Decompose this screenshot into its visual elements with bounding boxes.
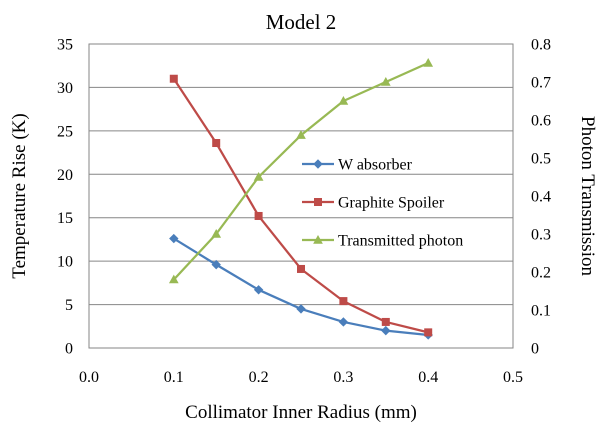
- data-point: [212, 139, 221, 148]
- data-point: [211, 228, 222, 238]
- data-point: [168, 274, 179, 284]
- data-point: [339, 297, 348, 306]
- data-point: [296, 130, 306, 139]
- data-point: [254, 211, 263, 220]
- data-point: [338, 317, 349, 327]
- series-graphite-spoiler: [169, 74, 433, 337]
- data-point: [381, 325, 391, 336]
- legend-item: W absorber: [302, 157, 413, 174]
- legend-label: W absorber: [338, 157, 413, 174]
- y2-tick-label: 0.5: [531, 151, 551, 168]
- y2-tick-label: 0.7: [531, 75, 551, 92]
- y-tick-label: 20: [57, 167, 73, 184]
- data-point: [380, 76, 391, 86]
- legend-label: Graphite Spoiler: [338, 195, 445, 212]
- data-point: [211, 259, 221, 270]
- legend-swatch-marker: [313, 159, 323, 169]
- y-tick-label: 5: [65, 297, 73, 314]
- legend-item: Graphite Spoiler: [302, 195, 445, 212]
- y-tick-label: 35: [57, 37, 73, 54]
- data-point: [381, 317, 390, 326]
- data-point: [338, 95, 349, 105]
- y-tick-label: 25: [57, 123, 73, 140]
- data-point: [424, 328, 433, 337]
- x-tick-label: 0.5: [503, 369, 523, 386]
- x-axis-title: Collimator Inner Radius (mm): [185, 402, 417, 423]
- y2-tick-label: 0.2: [531, 265, 551, 282]
- data-point: [169, 233, 179, 244]
- y-tick-label: 30: [57, 80, 73, 97]
- x-tick-label: 0.1: [164, 369, 184, 386]
- data-point: [423, 57, 434, 67]
- data-point: [169, 74, 178, 83]
- x-tick-label: 0.3: [333, 369, 353, 386]
- data-point: [253, 285, 264, 295]
- data-point: [297, 264, 305, 273]
- y-tick-label: 0: [65, 341, 73, 358]
- tick-labels: 0 5 10 15 20 25 30 35 0 0.1 0.2 0.3 0.4 0.5 0.6 0.7 0.8 0…: [57, 37, 551, 387]
- legend-item: Transmitted photon: [302, 233, 463, 250]
- x-tick-label: 0.0: [79, 369, 99, 386]
- series-transmitted-photon: [168, 57, 434, 284]
- plot-area-border: [88, 43, 514, 349]
- series-layer: [168, 57, 434, 340]
- data-point: [296, 304, 306, 314]
- series-line: [173, 237, 429, 337]
- legend-swatch-marker: [313, 234, 323, 244]
- y2-tick-label: 0.1: [531, 303, 551, 320]
- x-tick-label: 0.4: [418, 369, 438, 386]
- y-tick-label: 10: [57, 254, 73, 271]
- y2-tick-label: 0.8: [531, 37, 551, 54]
- data-point: [253, 171, 264, 181]
- y2-tick-label: 0.6: [531, 113, 551, 130]
- legend: W absorber Graphite Spoiler Transmitted ph…: [302, 157, 463, 250]
- x-tick-label: 0.2: [249, 369, 269, 386]
- y2-axis-title: Photon Transmission: [577, 116, 598, 276]
- legend-swatch-marker: [314, 198, 322, 206]
- y2-tick-label: 0.3: [531, 227, 551, 244]
- y-tick-label: 15: [57, 210, 73, 227]
- chart-title: Model 2: [266, 10, 337, 34]
- y-axis-title: Temperature Rise (K): [9, 113, 30, 278]
- legend-label: Transmitted photon: [338, 233, 463, 250]
- series-w-absorber: [169, 233, 433, 340]
- y2-tick-label: 0.4: [531, 189, 551, 206]
- y2-tick-label: 0: [531, 341, 539, 358]
